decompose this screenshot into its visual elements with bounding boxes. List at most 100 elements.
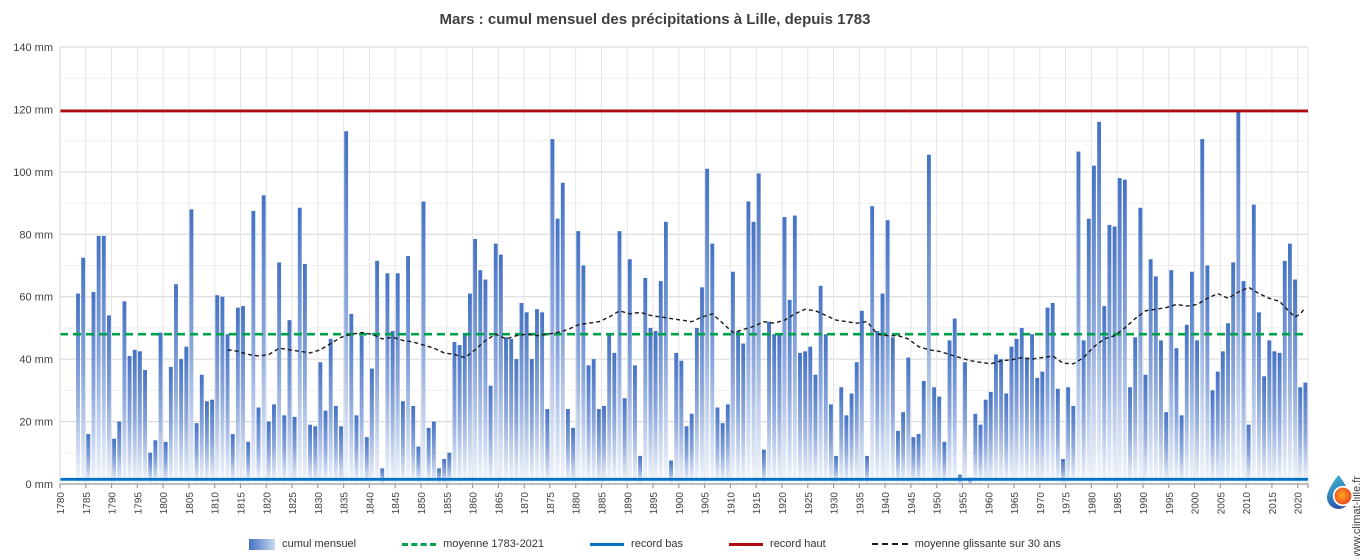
bar-1814 <box>235 307 240 484</box>
bar-1876 <box>555 218 560 484</box>
x-tick-label: 1945 <box>907 492 918 515</box>
bar-1812 <box>225 334 230 484</box>
bar-1861 <box>478 270 483 484</box>
bar-1835 <box>344 131 349 484</box>
bar-1807 <box>199 374 204 484</box>
bar-2015 <box>1272 351 1277 484</box>
bar-1989 <box>1138 207 1143 484</box>
x-tick-label: 1880 <box>572 492 583 515</box>
bar-1802 <box>174 284 178 484</box>
bar-1994 <box>1164 412 1169 484</box>
bar-1857 <box>457 345 462 484</box>
bar-1959 <box>983 399 988 484</box>
bar-1928 <box>823 334 828 484</box>
bar-1984 <box>1112 226 1117 484</box>
bar-1961 <box>994 354 998 484</box>
x-tick-label: 1955 <box>958 492 969 515</box>
bar-1833 <box>333 405 338 484</box>
bar-1788 <box>101 235 106 484</box>
bar-1877 <box>560 182 565 484</box>
bar-1843 <box>385 273 390 484</box>
bar-1831 <box>323 410 328 484</box>
x-tick-label: 1780 <box>56 492 67 515</box>
bar-2001 <box>1200 139 1205 484</box>
x-tick-label: 1940 <box>881 492 892 515</box>
bar-1860 <box>473 238 478 484</box>
x-tick-label: 1975 <box>1062 492 1073 515</box>
legend-marker-bar <box>249 538 276 550</box>
bar-1927 <box>818 285 823 484</box>
bar-1806 <box>194 423 199 484</box>
x-tick-label: 1965 <box>1010 492 1021 515</box>
x-tick-label: 1980 <box>1087 492 1098 515</box>
bar-1942 <box>896 430 900 484</box>
x-tick-label: 1825 <box>288 492 299 515</box>
bar-1799 <box>158 332 163 484</box>
bar-1847 <box>406 256 410 484</box>
bar-1921 <box>787 299 792 484</box>
bar-1934 <box>854 362 859 484</box>
bar-1884 <box>596 409 601 484</box>
bar-1842 <box>380 468 385 484</box>
bar-1924 <box>803 351 808 484</box>
bar-1935 <box>859 310 864 484</box>
bar-1911 <box>736 331 741 484</box>
x-tick-label: 1845 <box>391 492 402 515</box>
bar-1955 <box>963 362 967 484</box>
bar-1897 <box>663 221 668 485</box>
bar-1923 <box>798 352 802 484</box>
bar-1851 <box>426 427 431 484</box>
x-tick-label: 1865 <box>494 492 505 515</box>
x-tick-label: 1785 <box>82 492 93 515</box>
bar-1905 <box>705 168 710 484</box>
bar-1866 <box>504 337 508 484</box>
bar-1931 <box>839 387 844 484</box>
bar-1786 <box>91 292 96 484</box>
bar-1836 <box>349 313 354 484</box>
bar-1869 <box>519 302 524 484</box>
x-tick-label: 1830 <box>314 492 325 515</box>
bar-1809 <box>210 399 215 484</box>
bar-1975 <box>1066 387 1071 484</box>
bar-1822 <box>277 262 282 484</box>
x-tick-label: 1815 <box>236 492 247 515</box>
bar-1950 <box>937 396 942 484</box>
bar-1976 <box>1071 405 1076 484</box>
bar-1915 <box>756 173 761 485</box>
x-tick-label: 1840 <box>365 492 376 515</box>
bar-1856 <box>452 341 457 484</box>
x-tick-label: 1890 <box>623 492 634 515</box>
x-tick-label: 1910 <box>726 492 737 515</box>
chart-legend: cumul mensuel moyenne 1783-2021 record bas… <box>0 538 1310 550</box>
bar-1958 <box>978 424 983 484</box>
x-tick-label: 2015 <box>1268 492 1279 515</box>
legend-item-low: record bas <box>590 538 683 550</box>
bar-1844 <box>390 331 395 484</box>
bar-1826 <box>297 207 302 484</box>
bar-1940 <box>885 220 890 484</box>
bar-1945 <box>911 437 916 484</box>
bar-1801 <box>168 366 173 484</box>
bar-1964 <box>1009 346 1014 484</box>
bar-1868 <box>514 359 519 484</box>
bar-2009 <box>1241 281 1246 484</box>
bar-1910 <box>731 271 735 484</box>
bar-1892 <box>638 455 643 484</box>
bar-1968 <box>1030 334 1034 484</box>
x-tick-label: 2020 <box>1294 492 1305 515</box>
x-tick-label: 1985 <box>1113 492 1124 515</box>
bar-1933 <box>849 393 854 484</box>
bar-2003 <box>1210 390 1215 484</box>
bar-1969 <box>1035 377 1040 484</box>
bar-1919 <box>777 334 782 484</box>
bar-1874 <box>545 409 550 484</box>
bar-1841 <box>375 260 380 484</box>
bar-1899 <box>674 352 679 484</box>
x-tick-label: 2010 <box>1242 492 1253 515</box>
bar-1881 <box>581 265 586 484</box>
bar-1967 <box>1024 357 1029 484</box>
bar-1953 <box>952 318 957 484</box>
bar-1792 <box>122 301 127 484</box>
bar-1909 <box>725 404 730 484</box>
bar-1837 <box>354 415 359 484</box>
